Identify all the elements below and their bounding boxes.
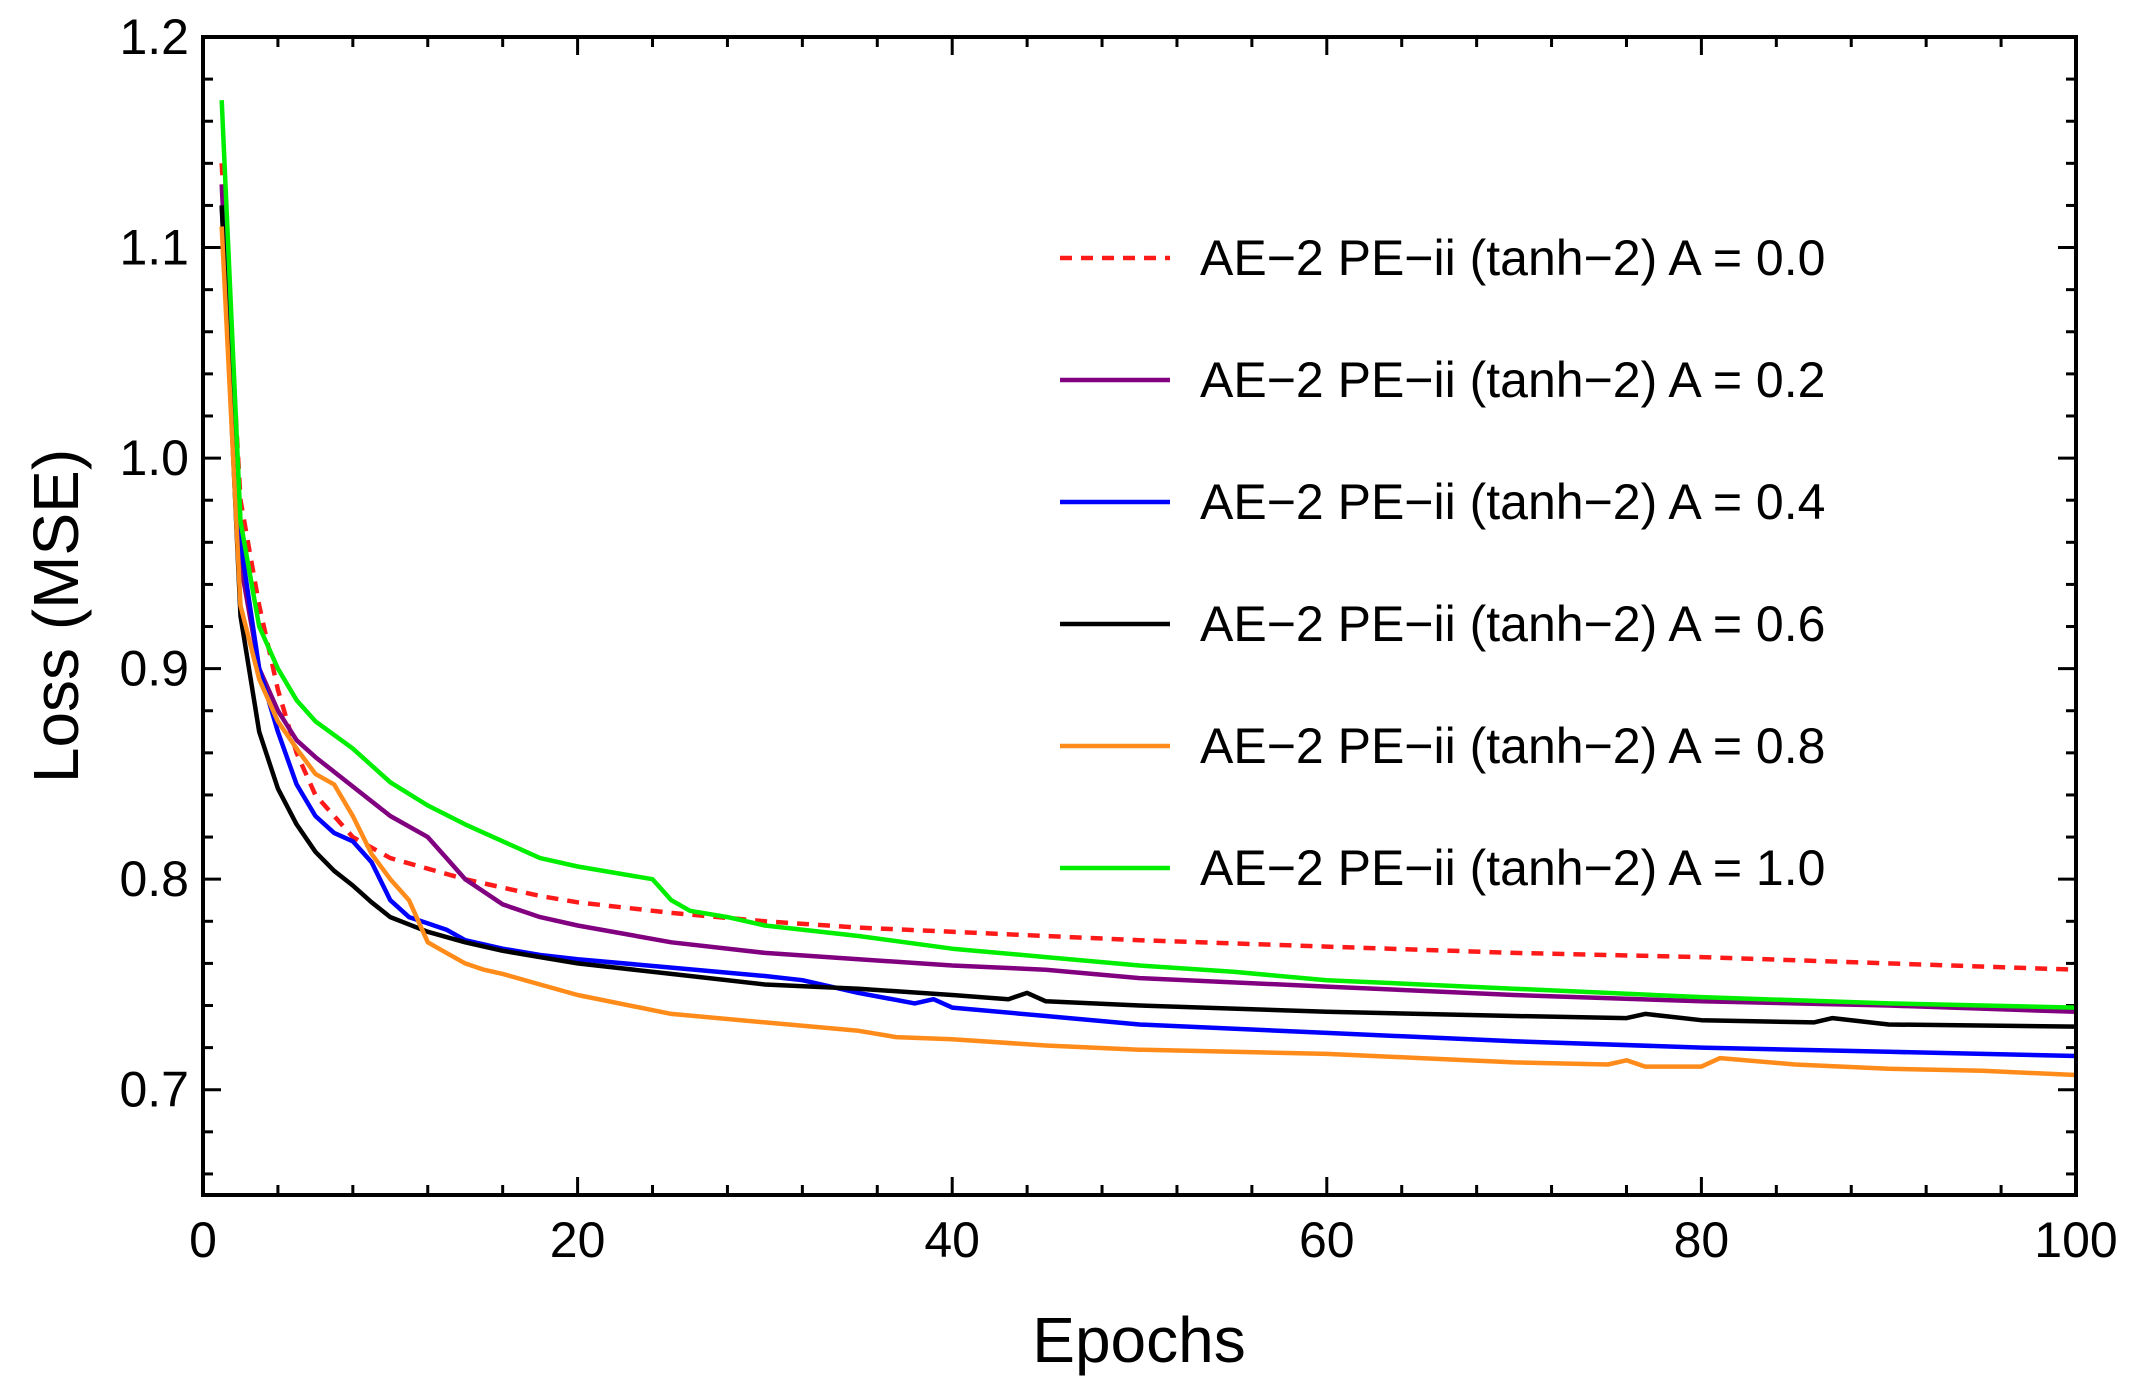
- series-line-1: [219, 184, 2077, 1015]
- legend-label-5: AE−2 PE−ii (tanh−2) A = 1.0: [1200, 840, 1825, 896]
- x-tick-label: 0: [189, 1212, 217, 1268]
- series-line-4: [219, 226, 2077, 1078]
- tick-labels-layer: 0 20 40 60 80 100 0.7 0.8 0.9 1.0 1.1 1.2: [119, 9, 2117, 1268]
- legend: AE−2 PE−ii (tanh−2) A = 0.0 AE−2 PE−ii (t…: [1060, 230, 1825, 896]
- y-tick-label: 0.8: [119, 851, 189, 907]
- series-line-5: [219, 100, 2077, 1010]
- y-tick-label: 1.2: [119, 9, 189, 65]
- legend-label-3: AE−2 PE−ii (tanh−2) A = 0.6: [1200, 596, 1825, 652]
- series-layer: [219, 100, 2077, 1078]
- legend-label-1: AE−2 PE−ii (tanh−2) A = 0.2: [1200, 352, 1825, 408]
- legend-label-2: AE−2 PE−ii (tanh−2) A = 0.4: [1200, 474, 1825, 530]
- series-line-3: [219, 205, 2077, 1029]
- y-tick-label: 0.9: [119, 641, 189, 697]
- y-tick-label: 1.1: [119, 220, 189, 276]
- x-axis-title: Epochs: [1032, 1304, 1245, 1376]
- y-tick-label: 0.7: [119, 1062, 189, 1118]
- x-tick-label: 80: [1674, 1212, 1730, 1268]
- legend-label-0: AE−2 PE−ii (tanh−2) A = 0.0: [1200, 230, 1825, 286]
- x-tick-label: 60: [1299, 1212, 1355, 1268]
- legend-label-4: AE−2 PE−ii (tanh−2) A = 0.8: [1200, 718, 1825, 774]
- x-tick-label: 40: [924, 1212, 980, 1268]
- y-axis-title: Loss (MSE): [20, 449, 92, 783]
- plot-frame: [201, 35, 2078, 1197]
- y-tick-label: 1.0: [119, 430, 189, 486]
- x-tick-label: 20: [550, 1212, 606, 1268]
- x-tick-label: 100: [2034, 1212, 2117, 1268]
